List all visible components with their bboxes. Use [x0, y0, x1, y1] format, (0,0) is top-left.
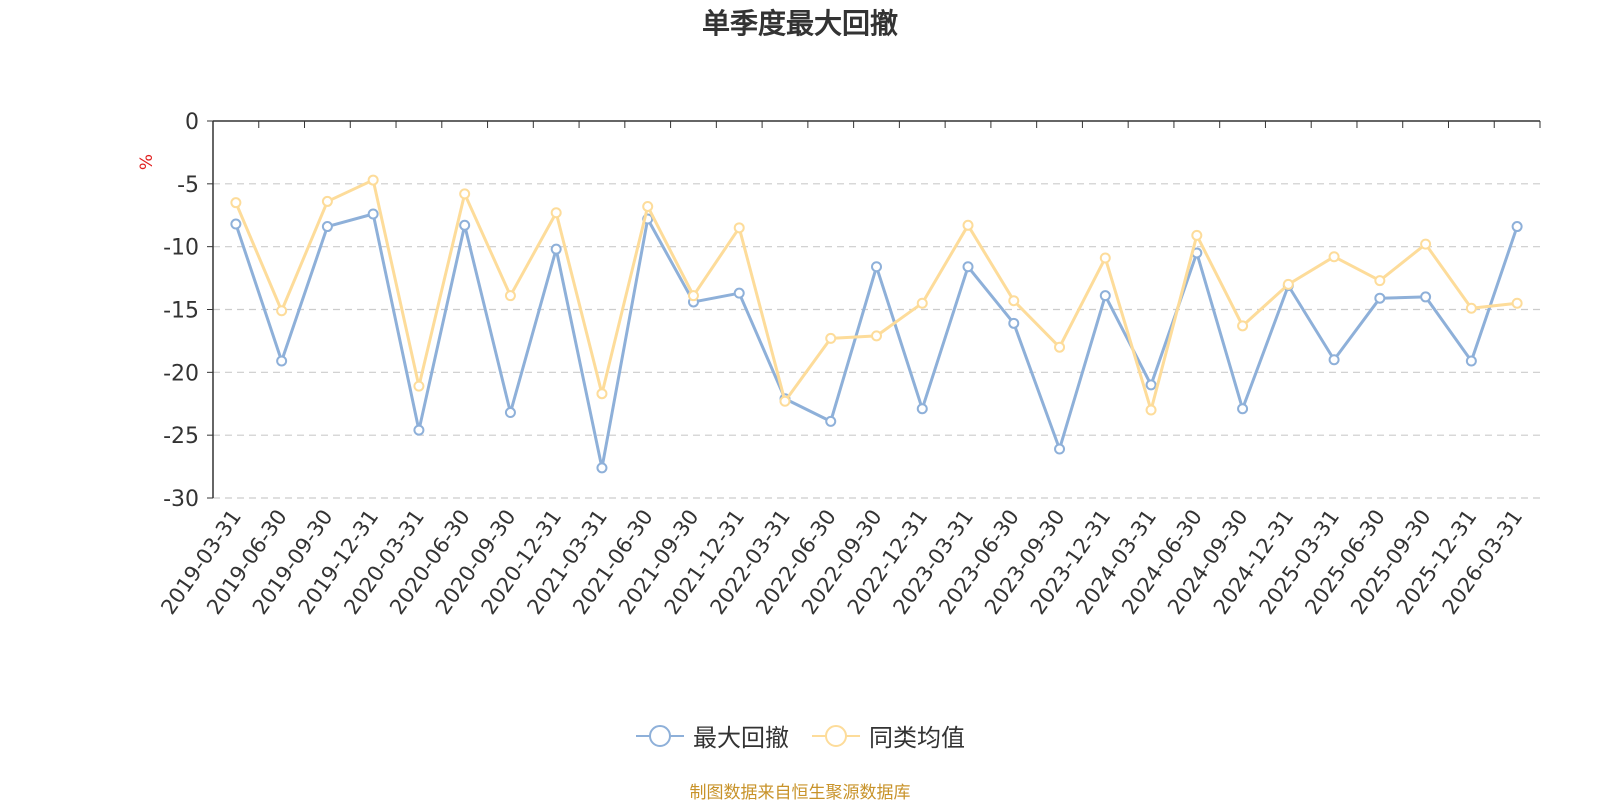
data-point-1-28 [1511, 297, 1523, 309]
data-point-0-16 [962, 261, 974, 273]
data-point-0-5 [459, 219, 471, 231]
y-tick-label: -25 [163, 424, 199, 449]
y-axis-unit-label: % [137, 154, 157, 170]
data-point-0-0 [230, 218, 242, 230]
data-point-0-19 [1099, 290, 1111, 302]
data-point-0-4 [413, 424, 425, 436]
data-point-0-1 [276, 355, 288, 367]
data-point-0-11 [733, 287, 745, 299]
data-point-1-7 [550, 207, 562, 219]
data-point-1-14 [871, 330, 882, 342]
y-tick-label: -5 [177, 173, 199, 198]
data-point-1-10 [687, 290, 699, 302]
y-tick-label: -30 [163, 487, 199, 512]
legend-label-category-average: 同类均值 [869, 724, 965, 752]
y-tick-label: -10 [163, 236, 199, 261]
y-tick-label: -15 [163, 299, 199, 324]
data-point-1-27 [1465, 302, 1477, 314]
data-point-0-14 [871, 261, 882, 273]
data-point-0-6 [504, 407, 516, 419]
data-point-0-25 [1374, 292, 1386, 304]
y-tick-label: 0 [185, 110, 199, 135]
data-point-0-27 [1465, 355, 1477, 367]
data-point-0-7 [550, 243, 562, 255]
data-source-note: 制图数据来自恒生聚源数据库 [689, 783, 911, 800]
data-point-1-13 [825, 332, 837, 344]
chart-title: 单季度最大回撤 [701, 7, 898, 40]
legend: 最大回撤 同类均值 [0, 718, 1600, 753]
data-point-1-15 [916, 297, 928, 309]
data-point-1-1 [276, 305, 288, 317]
legend-item-category-average[interactable]: 同类均值 [811, 718, 965, 753]
data-point-0-2 [321, 221, 333, 233]
data-point-0-20 [1145, 379, 1157, 391]
legend-marker-category-average [812, 724, 860, 747]
data-point-1-26 [1420, 238, 1432, 250]
data-point-1-25 [1374, 275, 1386, 287]
legend-marker-max-drawdown [636, 724, 684, 747]
data-point-1-20 [1145, 404, 1157, 416]
data-point-1-0 [230, 197, 242, 209]
data-point-0-13 [825, 415, 837, 427]
data-point-0-3 [367, 208, 379, 220]
data-point-1-24 [1328, 251, 1340, 263]
data-point-1-23 [1282, 278, 1294, 290]
data-point-1-2 [321, 195, 333, 207]
data-point-1-3 [367, 174, 379, 186]
data-point-1-22 [1237, 320, 1249, 332]
data-point-0-8 [596, 462, 608, 474]
series-layer [230, 174, 1523, 474]
data-point-0-15 [916, 403, 928, 415]
data-point-0-24 [1328, 354, 1340, 366]
data-point-0-18 [1054, 443, 1066, 455]
y-tick-label: -20 [163, 361, 199, 386]
data-point-1-11 [733, 222, 745, 234]
legend-label-max-drawdown: 最大回撤 [693, 724, 789, 752]
series-line-1 [234, 178, 1518, 412]
data-point-1-5 [459, 188, 471, 200]
data-point-0-26 [1420, 291, 1432, 303]
data-point-0-28 [1511, 221, 1523, 233]
data-point-1-19 [1099, 252, 1111, 264]
data-point-0-17 [1008, 317, 1020, 329]
legend-item-max-drawdown[interactable]: 最大回撤 [635, 718, 789, 753]
data-point-1-8 [596, 388, 608, 400]
data-point-1-4 [413, 380, 425, 392]
data-point-1-6 [504, 290, 516, 302]
data-point-1-9 [642, 200, 654, 212]
data-point-1-18 [1054, 341, 1066, 353]
grid-lines [213, 183, 1540, 499]
data-point-0-22 [1237, 403, 1249, 415]
data-point-1-17 [1008, 295, 1020, 307]
data-point-1-16 [962, 219, 974, 231]
data-point-1-21 [1191, 229, 1203, 241]
data-point-1-12 [779, 395, 791, 407]
